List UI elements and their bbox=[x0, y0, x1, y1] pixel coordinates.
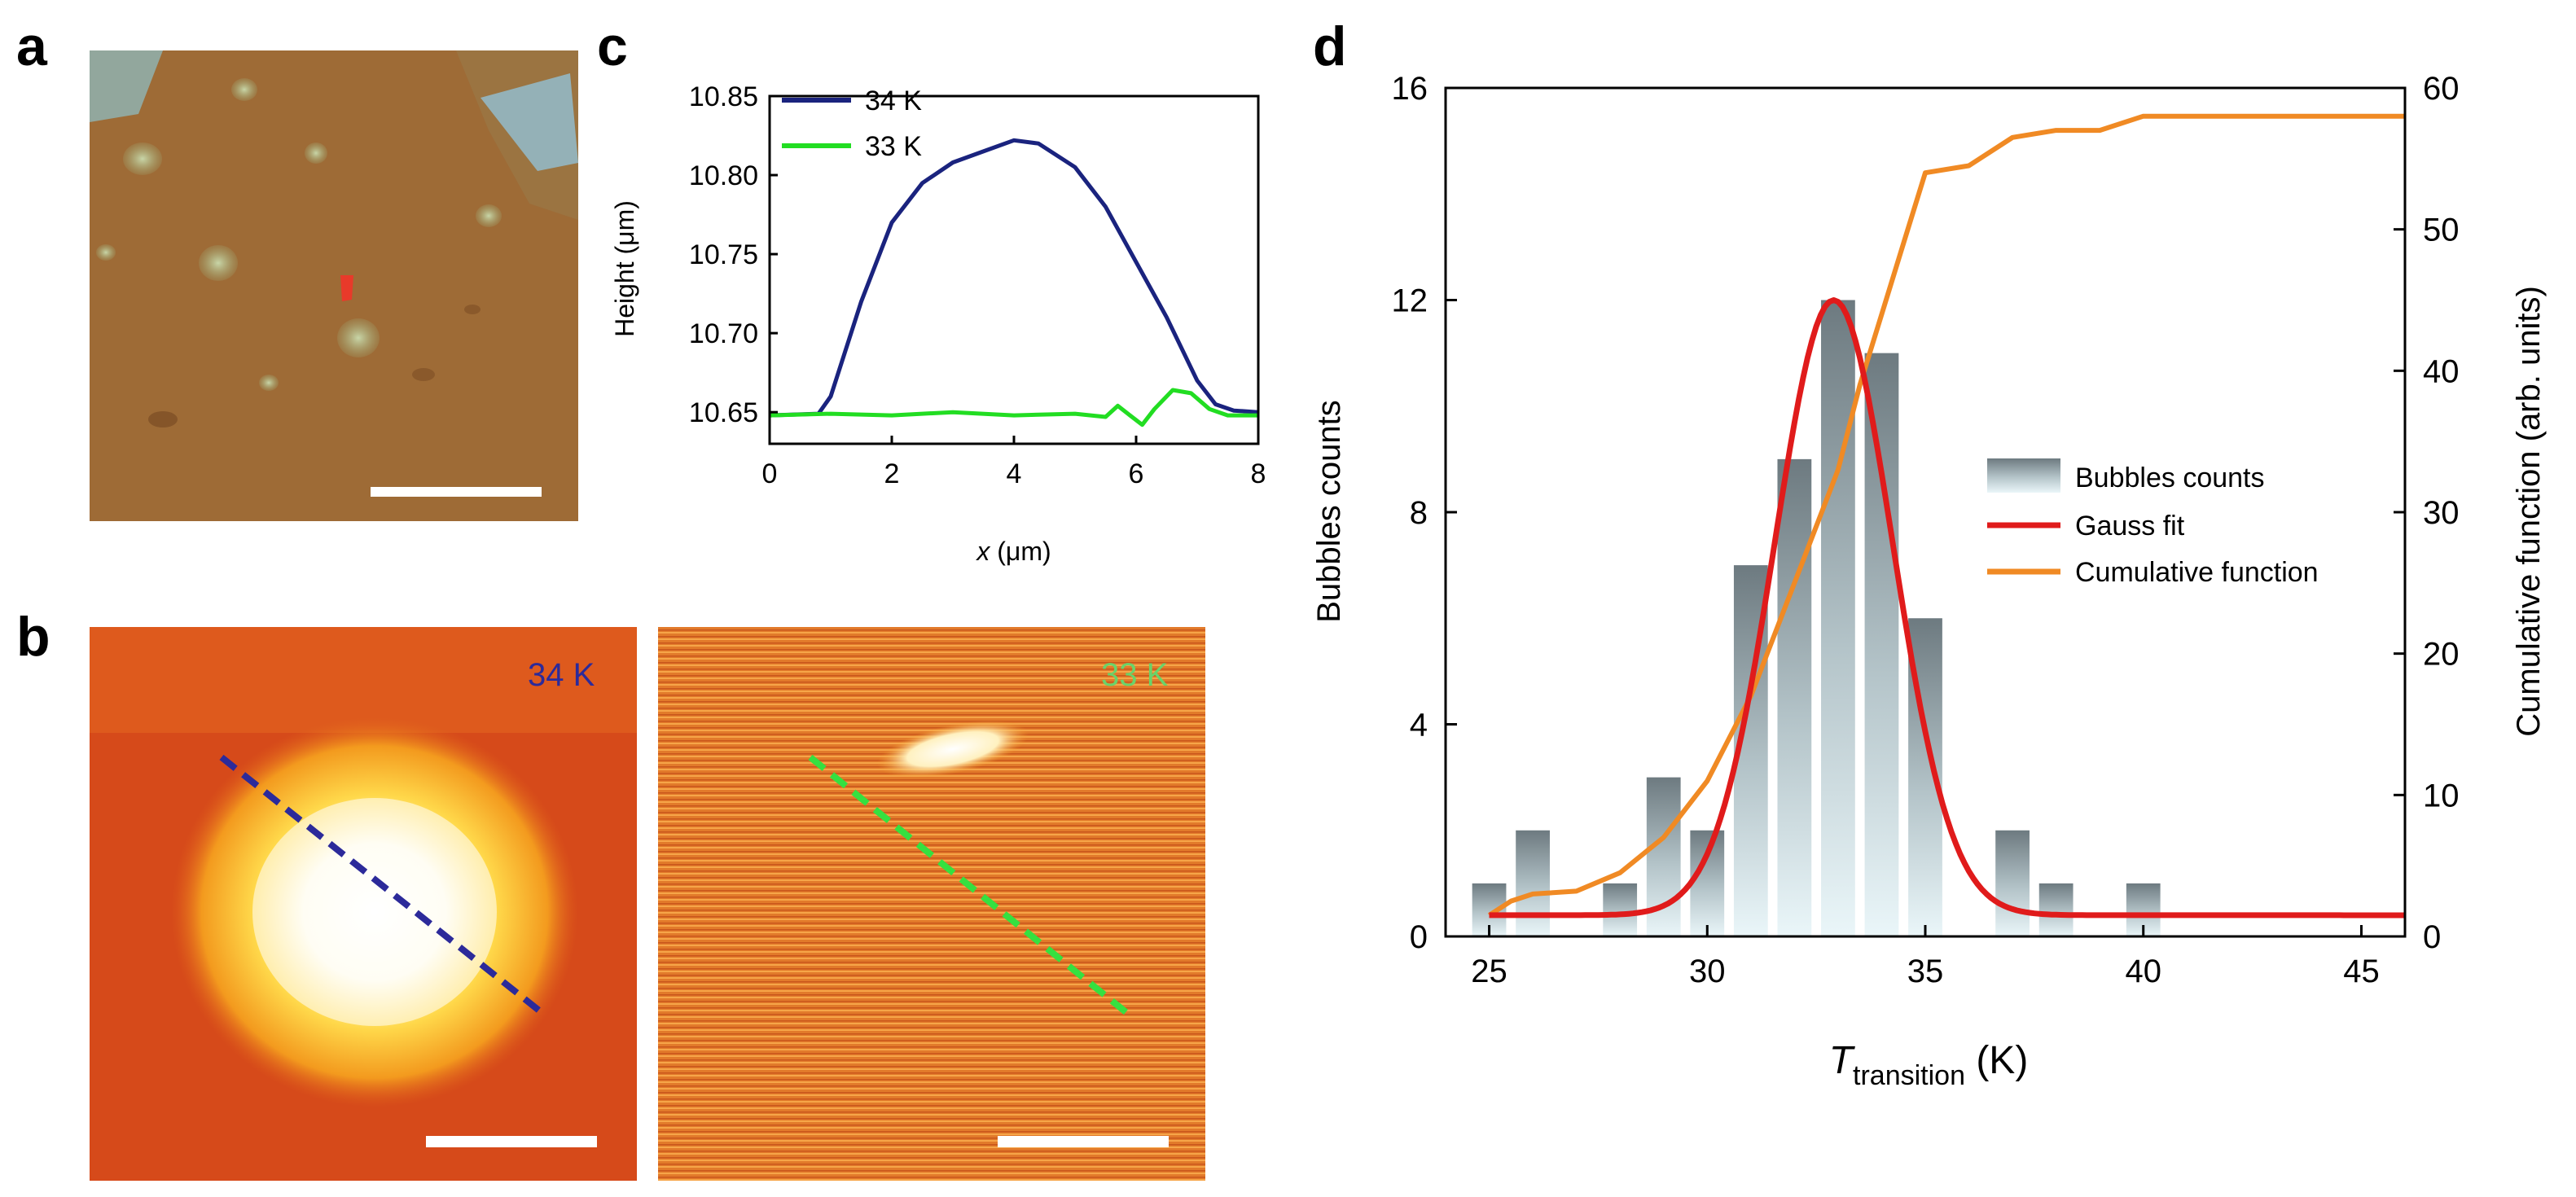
chart-d-ytick-right-label: 20 bbox=[2423, 637, 2460, 673]
chart-d-legend-label-bars: Bubbles counts bbox=[2075, 463, 2265, 493]
chart-d-legend-label-cumulative: Cumulative function bbox=[2075, 557, 2319, 588]
chart-d-xlabel: Ttransition (K) bbox=[1829, 1039, 2029, 1091]
chart-d-ytick-left-label: 8 bbox=[1410, 495, 1428, 531]
chart-d-frame bbox=[1444, 86, 2407, 938]
chart-d-xtick-label: 45 bbox=[2343, 954, 2380, 989]
panel-label-a: a bbox=[16, 15, 48, 77]
chart-c: 0 2 4 6 8 10.65 10.70 10.75 10.80 10.85 x (μm) He… bbox=[610, 81, 1266, 566]
chart-c-legend-label: 34 K bbox=[865, 86, 922, 116]
chart-d-ytick-right-label: 30 bbox=[2423, 495, 2460, 531]
chart-c-ticks: 0 2 4 6 8 10.65 10.70 10.75 10.80 10.85 bbox=[689, 81, 1266, 489]
chart-d-ytick-left-label: 12 bbox=[1392, 283, 1428, 319]
chart-c-xtick-label: 0 bbox=[762, 458, 778, 489]
chart-d-bar bbox=[1516, 830, 1550, 936]
chart-d-xtick-label: 35 bbox=[1907, 954, 1944, 989]
chart-c-ytick-label: 10.85 bbox=[689, 81, 758, 112]
chart-c-legend: 34 K 33 K bbox=[782, 86, 922, 162]
chart-c-ytick-label: 10.70 bbox=[689, 318, 758, 349]
panel-label-d: d bbox=[1313, 15, 1347, 77]
chart-d-ylabel-left: Bubbles counts bbox=[1311, 400, 1347, 623]
chart-d-xtick-label: 30 bbox=[1689, 954, 1726, 989]
chart-d-bar bbox=[1995, 830, 2030, 936]
chart-d-legend: Bubbles counts Gauss fit Cumulative functi… bbox=[1987, 458, 2319, 588]
chart-d-bar bbox=[1821, 300, 1855, 936]
chart-c-xtick-label: 6 bbox=[1129, 458, 1144, 489]
panel-b-afm-33k: 33 K bbox=[658, 627, 1205, 1181]
chart-c-marks bbox=[770, 138, 1258, 428]
panel-b-afm-34k: 34 K bbox=[90, 627, 637, 1181]
chart-d-ytick-right-label: 10 bbox=[2423, 778, 2460, 813]
chart-c-xtick-label: 2 bbox=[884, 458, 900, 489]
panel-label-c: c bbox=[597, 15, 628, 77]
chart-c-xtick-label: 8 bbox=[1251, 458, 1266, 489]
chart-c-frame bbox=[768, 94, 1260, 445]
chart-c-ylabel: Height (μm) bbox=[610, 200, 639, 337]
panel-a-micrograph bbox=[90, 50, 578, 521]
chart-d-cumulative-line bbox=[1487, 113, 2405, 918]
chart-d-ytick-right-label: 50 bbox=[2423, 213, 2460, 248]
chart-d-ytick-left-label: 16 bbox=[1392, 71, 1428, 107]
chart-d: 25 30 35 40 45 0 4 8 12 16 0 10 20 30 40 50 60 Ttransiti… bbox=[1311, 71, 2547, 1091]
chart-c-xlabel: x (μm) bbox=[975, 537, 1051, 566]
panel-label-b: b bbox=[16, 606, 50, 668]
chart-d-xtick-label: 25 bbox=[1471, 954, 1507, 989]
chart-d-ytick-right-label: 0 bbox=[2423, 919, 2441, 955]
chart-d-ylabel-right: Cumulative function (arb. units) bbox=[2511, 286, 2547, 737]
chart-d-ytick-left-label: 4 bbox=[1410, 708, 1428, 743]
chart-d-bar bbox=[2038, 883, 2074, 936]
chart-d-lines bbox=[1487, 113, 2405, 919]
chart-d-bar bbox=[1603, 883, 1638, 936]
afm-right-temp: 33 K bbox=[1101, 657, 1169, 693]
chart-d-legend-swatch-bars bbox=[1987, 458, 2060, 493]
chart-d-xtick-label: 40 bbox=[2125, 954, 2161, 989]
chart-d-bar bbox=[1690, 830, 1725, 936]
chart-d-ticks: 25 30 35 40 45 0 4 8 12 16 0 10 20 30 40 50 60 bbox=[1392, 71, 2460, 989]
chart-d-bars bbox=[1472, 300, 2161, 936]
chart-d-ytick-right-label: 40 bbox=[2423, 353, 2460, 389]
chart-d-gauss-line bbox=[1489, 297, 2405, 919]
chart-c-series-1 bbox=[770, 388, 1258, 428]
chart-d-bar bbox=[1864, 353, 1899, 936]
chart-d-ytick-left-label: 0 bbox=[1410, 919, 1428, 955]
chart-c-legend-label: 33 K bbox=[865, 131, 922, 162]
chart-c-xtick-label: 4 bbox=[1007, 458, 1022, 489]
chart-c-ytick-label: 10.65 bbox=[689, 397, 758, 428]
chart-c-series-0 bbox=[770, 138, 1258, 418]
chart-d-ytick-right-label: 60 bbox=[2423, 71, 2460, 107]
afm-left-temp: 34 K bbox=[528, 657, 595, 693]
chart-d-bar bbox=[1777, 458, 1812, 936]
chart-c-ytick-label: 10.75 bbox=[689, 239, 758, 270]
chart-d-legend-label-gauss: Gauss fit bbox=[2075, 511, 2185, 542]
chart-c-ytick-label: 10.80 bbox=[689, 160, 758, 191]
